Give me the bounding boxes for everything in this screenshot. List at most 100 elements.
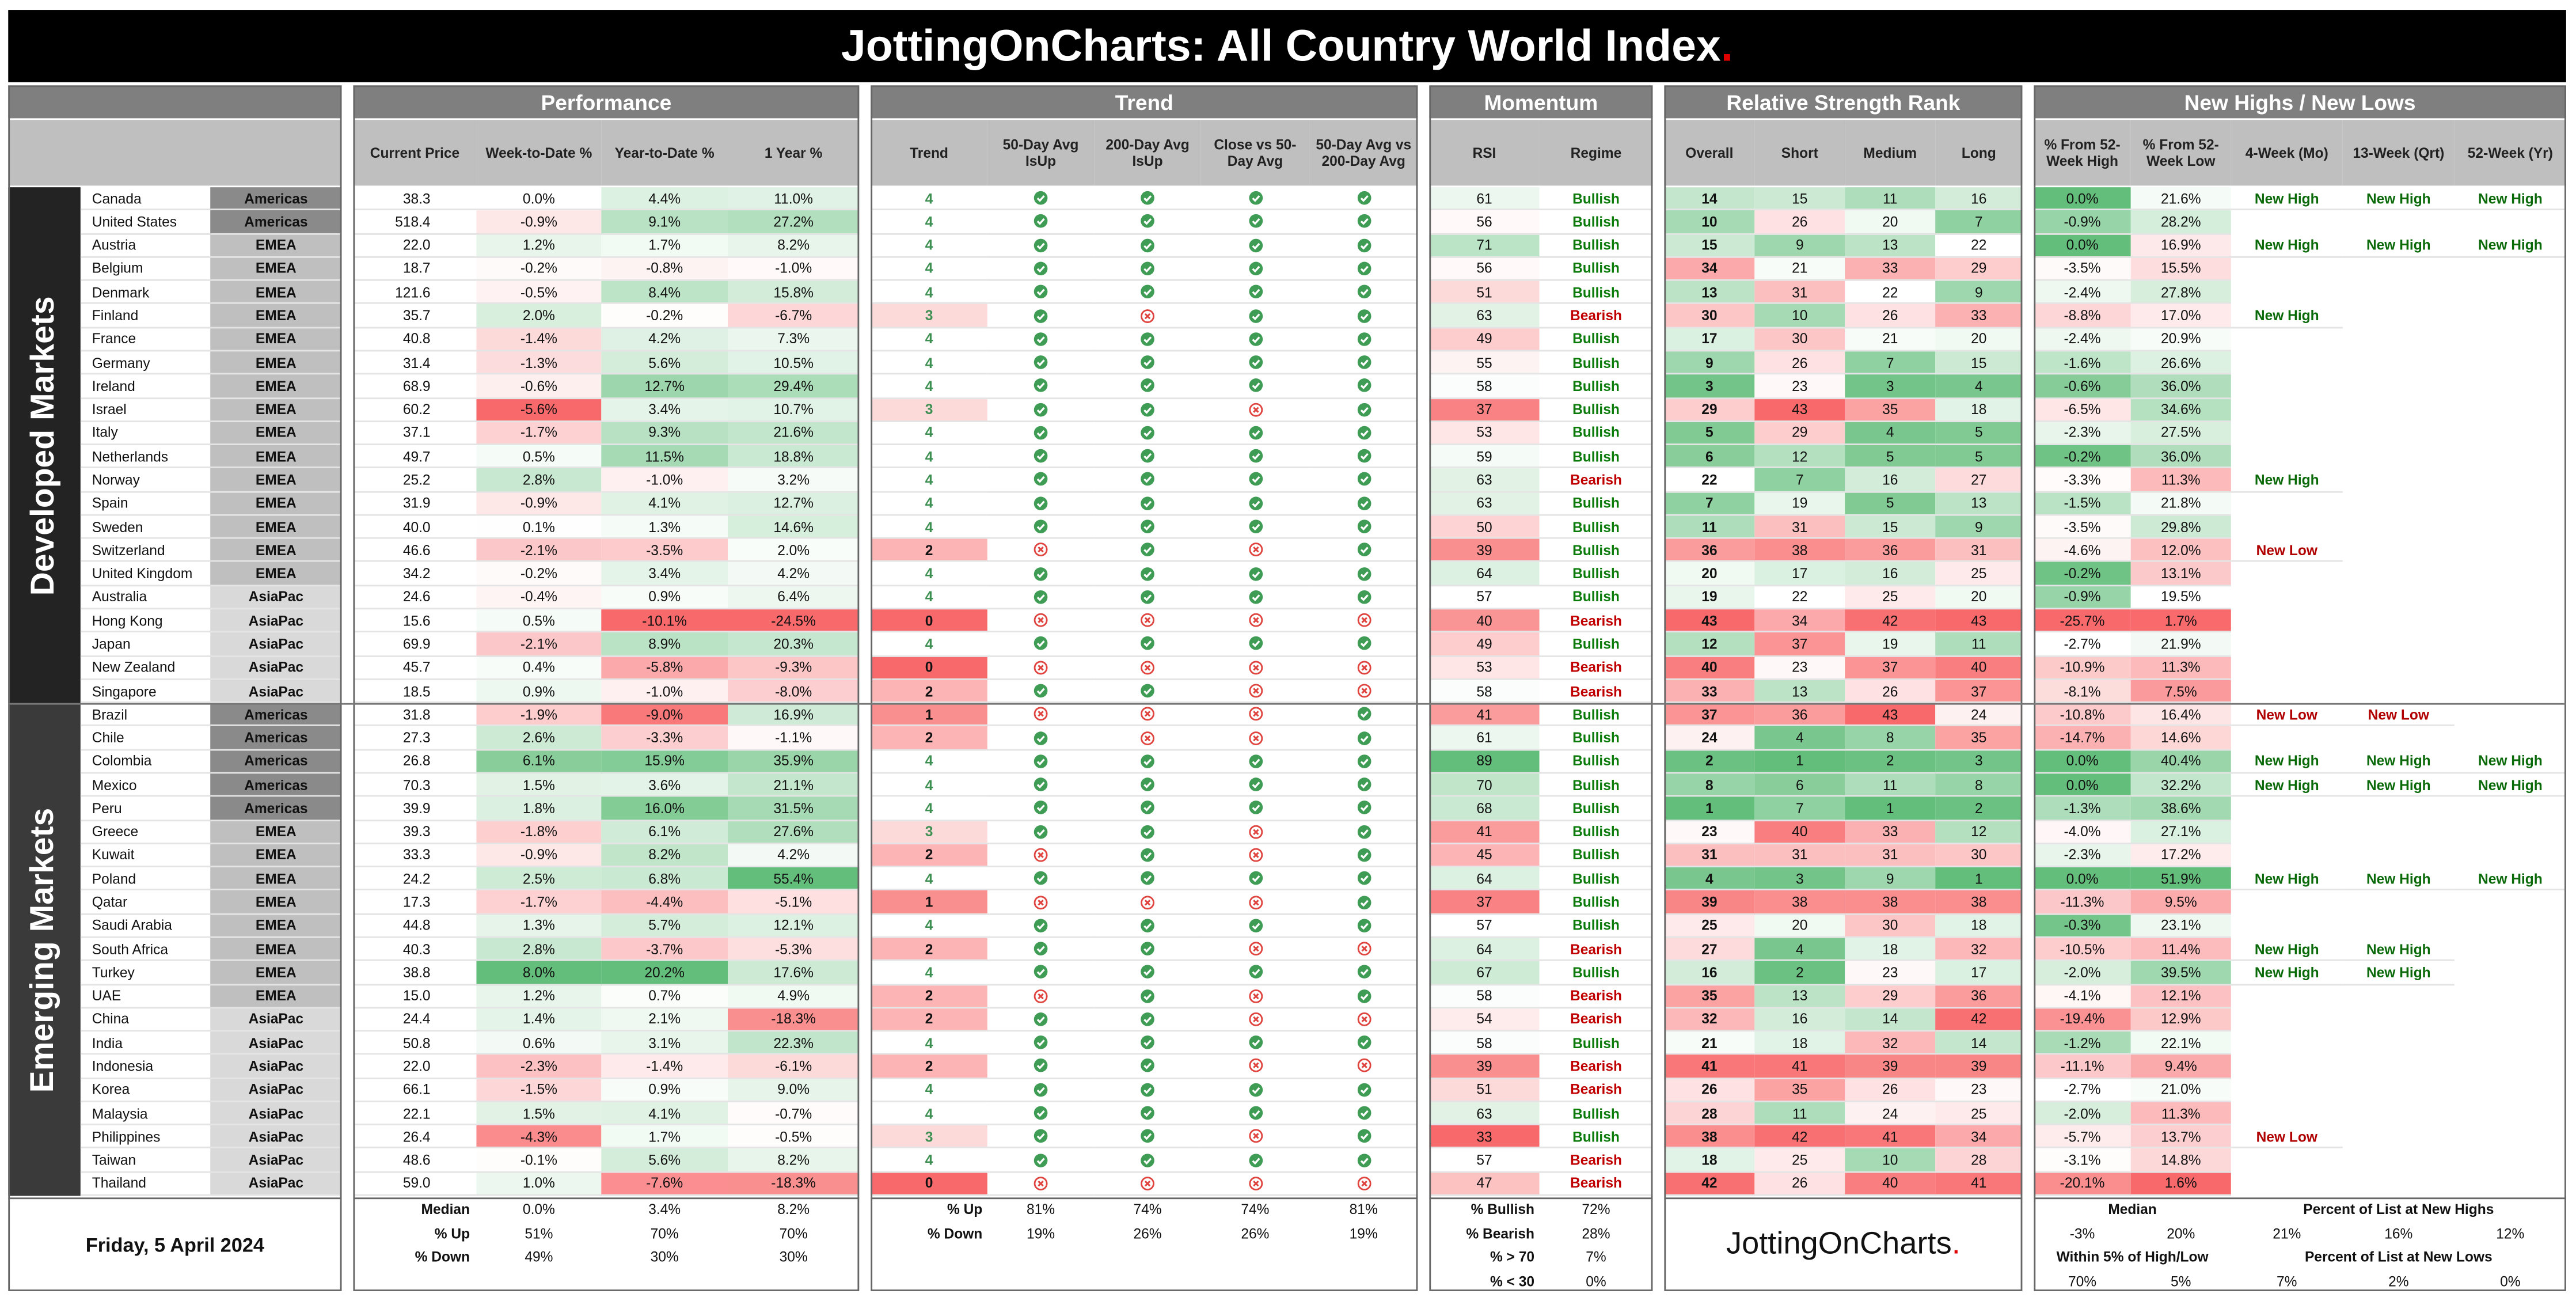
trend-check: [987, 492, 1095, 516]
cross-icon: [1248, 942, 1262, 956]
check-icon: [1141, 191, 1154, 205]
region: EMEA: [210, 281, 342, 305]
check-icon: [1034, 824, 1048, 839]
trend-check: [1094, 1102, 1201, 1126]
rank-overall: 40: [1664, 656, 1755, 680]
week-to-date: 1.2%: [476, 234, 602, 258]
trend-check: [1094, 586, 1201, 610]
rank-short: 43: [1754, 398, 1845, 422]
icon-circle: [1357, 989, 1371, 1003]
check-icon: [1357, 1106, 1371, 1120]
icon-circle: [1141, 824, 1154, 839]
icon-circle: [1141, 871, 1154, 886]
check-icon: [1141, 637, 1154, 651]
regime: Bullish: [1539, 727, 1653, 750]
check-icon: [1357, 754, 1371, 768]
region: Americas: [210, 750, 342, 774]
icon-circle: [1248, 496, 1262, 510]
region: EMEA: [210, 374, 342, 399]
panel-title: Relative Strength Rank: [1664, 85, 2023, 119]
trend-check: [987, 281, 1095, 305]
icon-check: [1251, 1157, 1260, 1165]
icon-check: [1251, 195, 1260, 203]
rank-long: 30: [1935, 844, 2023, 868]
cross-icon: [1141, 613, 1154, 628]
year-to-date: 8.4%: [601, 281, 728, 305]
trend-score: 4: [871, 961, 987, 985]
icon-circle: [1141, 1059, 1154, 1073]
rank-short: 42: [1754, 1125, 1845, 1150]
rank-overall: 24: [1664, 726, 1755, 750]
rank-overall: 15: [1664, 234, 1755, 258]
rank-overall: 33: [1664, 680, 1755, 704]
footer-value: 0%: [1586, 1272, 1606, 1289]
trend-score: 3: [871, 1125, 987, 1150]
from-high: -1.5%: [2034, 492, 2131, 516]
icon-check: [1036, 336, 1045, 343]
trend-check: [987, 422, 1095, 446]
rank-short: 35: [1754, 1078, 1845, 1102]
year-to-date: -9.0%: [601, 703, 728, 727]
icon-check: [1359, 383, 1368, 390]
week-to-date: 2.0%: [476, 304, 602, 328]
year-to-date: 4.1%: [601, 1102, 728, 1126]
cross-icon: [1248, 543, 1262, 557]
icon-check: [1036, 571, 1045, 578]
country: Germany: [80, 351, 211, 375]
footer-value: 21%: [2273, 1224, 2301, 1241]
country: Philippines: [80, 1125, 211, 1150]
icon-circle: [1034, 824, 1048, 839]
icon-cross: [1252, 617, 1259, 624]
trend-check: [1094, 867, 1201, 892]
check-icon: [1141, 684, 1154, 698]
footer-label: % Up: [947, 1201, 983, 1217]
rank-long: 40: [1935, 656, 2023, 680]
icon-check: [1143, 993, 1152, 1000]
icon-circle: [1034, 449, 1048, 463]
trend-check: [987, 750, 1095, 774]
region: EMEA: [210, 515, 342, 540]
check-icon: [1034, 379, 1048, 393]
trend-check: [1200, 680, 1310, 704]
from-low: 11.3%: [2130, 468, 2231, 492]
one-year: 8.2%: [728, 1149, 860, 1173]
signal-4wk: New High: [2231, 961, 2343, 985]
check-icon: [1141, 426, 1154, 440]
check-icon: [1357, 1153, 1371, 1167]
trend-check: [1309, 867, 1418, 892]
icon-check: [1143, 1157, 1152, 1165]
icon-check: [1143, 477, 1152, 484]
one-year: 4.2%: [728, 844, 860, 868]
one-year: 55.4%: [728, 867, 860, 892]
check-icon: [1248, 285, 1262, 299]
check-icon: [1248, 871, 1262, 886]
check-icon: [1141, 332, 1154, 346]
rsi: 61: [1429, 187, 1540, 211]
trend-check: [1309, 586, 1418, 610]
footer-value: 70%: [779, 1224, 808, 1241]
country: Netherlands: [80, 445, 211, 469]
rank-overall: 4: [1664, 867, 1755, 892]
icon-check: [1359, 406, 1368, 414]
icon-check: [1143, 758, 1152, 765]
country: Taiwan: [80, 1149, 211, 1173]
from-low: 16.9%: [2130, 234, 2231, 258]
trend-score: 0: [871, 1172, 987, 1196]
price: 37.1: [353, 422, 477, 446]
country: Qatar: [80, 891, 211, 915]
trend-check: [987, 985, 1095, 1008]
check-icon: [1141, 777, 1154, 792]
price: 35.7: [353, 305, 477, 328]
price: 15.6: [353, 609, 477, 633]
check-icon: [1357, 707, 1371, 721]
icon-check: [1036, 1087, 1045, 1094]
rank-overall: 27: [1664, 938, 1755, 962]
trend-check: [1309, 891, 1418, 915]
footer-divider: [871, 1196, 1418, 1198]
icon-circle: [1357, 637, 1371, 651]
week-to-date: -0.1%: [476, 1149, 602, 1173]
region: AsiaPac: [210, 609, 342, 633]
signal-13wk: New High: [2342, 187, 2455, 211]
icon-check: [1036, 477, 1045, 484]
from-low: 13.7%: [2130, 1125, 2231, 1150]
